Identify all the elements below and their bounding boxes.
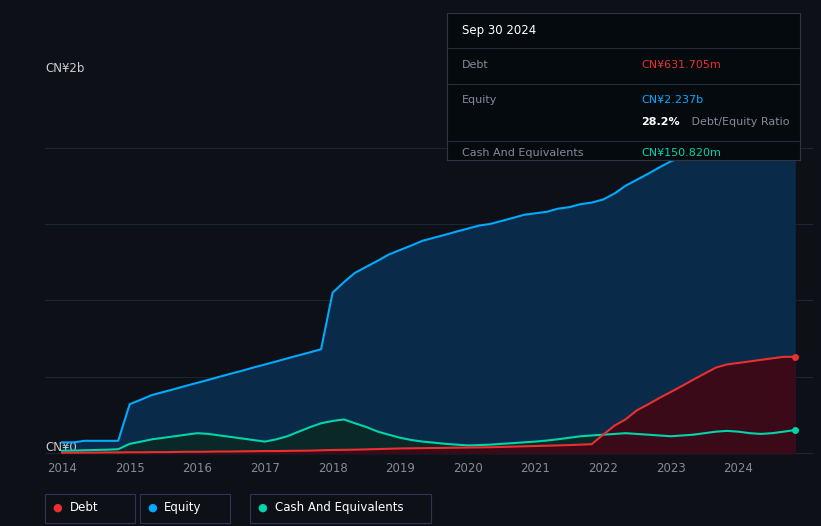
Text: CN¥2.237b: CN¥2.237b	[642, 95, 704, 105]
Text: Equity: Equity	[164, 501, 202, 514]
Text: 28.2%: 28.2%	[642, 117, 681, 127]
Text: CN¥0: CN¥0	[45, 441, 77, 454]
Text: CN¥150.820m: CN¥150.820m	[642, 148, 722, 158]
Text: ●: ●	[147, 502, 157, 513]
Text: Debt/Equity Ratio: Debt/Equity Ratio	[687, 117, 789, 127]
Text: CN¥2b: CN¥2b	[45, 62, 85, 75]
Text: ●: ●	[258, 502, 268, 513]
Text: Debt: Debt	[70, 501, 99, 514]
Text: Debt: Debt	[461, 59, 488, 70]
Text: Cash And Equivalents: Cash And Equivalents	[461, 148, 583, 158]
Text: Cash And Equivalents: Cash And Equivalents	[275, 501, 404, 514]
Text: Equity: Equity	[461, 95, 497, 105]
Text: CN¥631.705m: CN¥631.705m	[642, 59, 722, 70]
Text: ●: ●	[53, 502, 62, 513]
Text: Sep 30 2024: Sep 30 2024	[461, 24, 536, 37]
